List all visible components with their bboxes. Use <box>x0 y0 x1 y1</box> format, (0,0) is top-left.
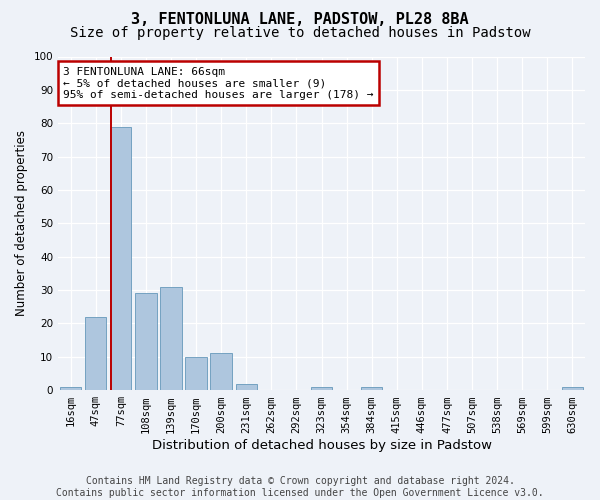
Bar <box>562 387 583 390</box>
Text: 3, FENTONLUNA LANE, PADSTOW, PL28 8BA: 3, FENTONLUNA LANE, PADSTOW, PL28 8BA <box>131 12 469 28</box>
Bar <box>110 126 131 390</box>
Text: Contains HM Land Registry data © Crown copyright and database right 2024.
Contai: Contains HM Land Registry data © Crown c… <box>56 476 544 498</box>
Bar <box>85 317 106 390</box>
Bar <box>236 384 257 390</box>
Text: 3 FENTONLUNA LANE: 66sqm
← 5% of detached houses are smaller (9)
95% of semi-det: 3 FENTONLUNA LANE: 66sqm ← 5% of detache… <box>64 66 374 100</box>
Bar <box>160 286 182 390</box>
Y-axis label: Number of detached properties: Number of detached properties <box>15 130 28 316</box>
Bar <box>135 294 157 390</box>
Bar <box>211 354 232 390</box>
Bar <box>60 387 81 390</box>
X-axis label: Distribution of detached houses by size in Padstow: Distribution of detached houses by size … <box>152 440 491 452</box>
Text: Size of property relative to detached houses in Padstow: Size of property relative to detached ho… <box>70 26 530 40</box>
Bar <box>185 357 207 390</box>
Bar <box>361 387 382 390</box>
Bar <box>311 387 332 390</box>
